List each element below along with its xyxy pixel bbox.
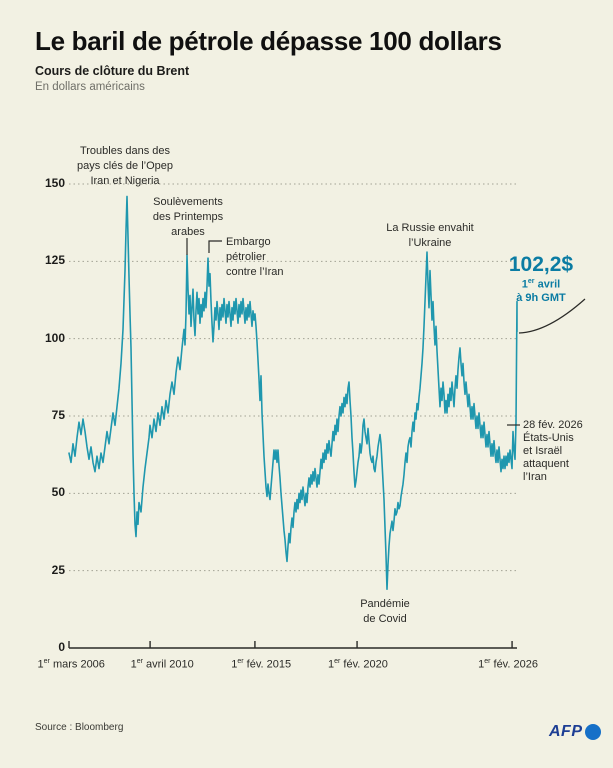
annotation-iran-embargo: Embargo pétrolier contre l’Iran [226,235,316,280]
annotation-line: États-Unis [523,432,574,444]
latest-price-time: à 9h GMT [516,292,566,305]
chart-unit-label: En dollars américains [35,81,145,93]
annotation-line: l’Ukraine [408,237,452,249]
afp-logo-text: AFP [549,723,583,740]
annotation-opec-troubles: Troubles dans des pays clés de l’Opep Ir… [55,144,195,189]
annotation-line: La Russie envahit [386,222,474,234]
annotation-line: attaquent [523,458,569,470]
brent-price-line [68,195,518,591]
annotation-russia-ukraine: La Russie envahit l’Ukraine [370,221,490,251]
annotation-line: Soulèvements [153,196,223,208]
y-axis-label: 0 [58,640,65,654]
page-title: Le baril de pétrole dépasse 100 dollars [35,26,502,56]
annotation-line: de Covid [363,613,407,625]
latest-price-connector [518,298,586,334]
y-axis-label: 150 [44,176,65,190]
annotation-line: Troubles dans des [79,145,171,157]
annotation-line: arabes [171,226,205,238]
x-axis-label: 1er avril 2010 [130,658,194,671]
annotation-line: pays clés de l’Opep [77,160,173,172]
annotation-line: des Printemps [152,211,224,223]
iran-embargo-connector [208,240,222,253]
annotation-line: 28 fév. 2026 [523,419,583,431]
afp-logo: AFP [549,723,601,741]
x-axis-label: 1er mars 2006 [37,658,105,671]
annotation-line: Embargo [226,236,271,248]
x-axis-label: 1er fév. 2026 [478,658,538,671]
latest-price-date: 1er avril [521,278,561,291]
annotation-latest-price: 102,2$ 1er avril à 9h GMT [491,253,591,306]
afp-logo-dot-icon [584,724,601,740]
chart-subtitle: Cours de clôture du Brent [35,64,190,78]
annotation-line: pétrolier [226,251,266,263]
annotation-covid: Pandémie de Covid [325,597,445,627]
annotation-line: contre l’Iran [226,266,284,278]
y-axis-label: 100 [44,330,65,345]
x-axis-label: 1er fév. 2020 [328,658,388,671]
annotation-line: l’Iran [523,471,547,483]
source-credit: Source : Bloomberg [35,722,124,733]
latest-price-value: 102,2$ [508,253,574,276]
y-axis-label: 25 [51,562,65,577]
x-axis-label: 1er fév. 2015 [231,658,292,671]
annotation-line: et Israël [523,445,563,457]
annotation-line: Iran et Nigeria [90,175,160,187]
y-axis-label: 50 [51,485,65,500]
annotation-arab-spring: Soulèvements des Printemps arabes [128,195,248,240]
y-axis-label: 75 [51,408,65,422]
annotation-iran-attack: 28 fév. 2026 États-Unis et Israël attaqu… [523,419,608,484]
y-axis-label: 125 [44,253,65,268]
annotation-line: Pandémie [360,598,410,610]
